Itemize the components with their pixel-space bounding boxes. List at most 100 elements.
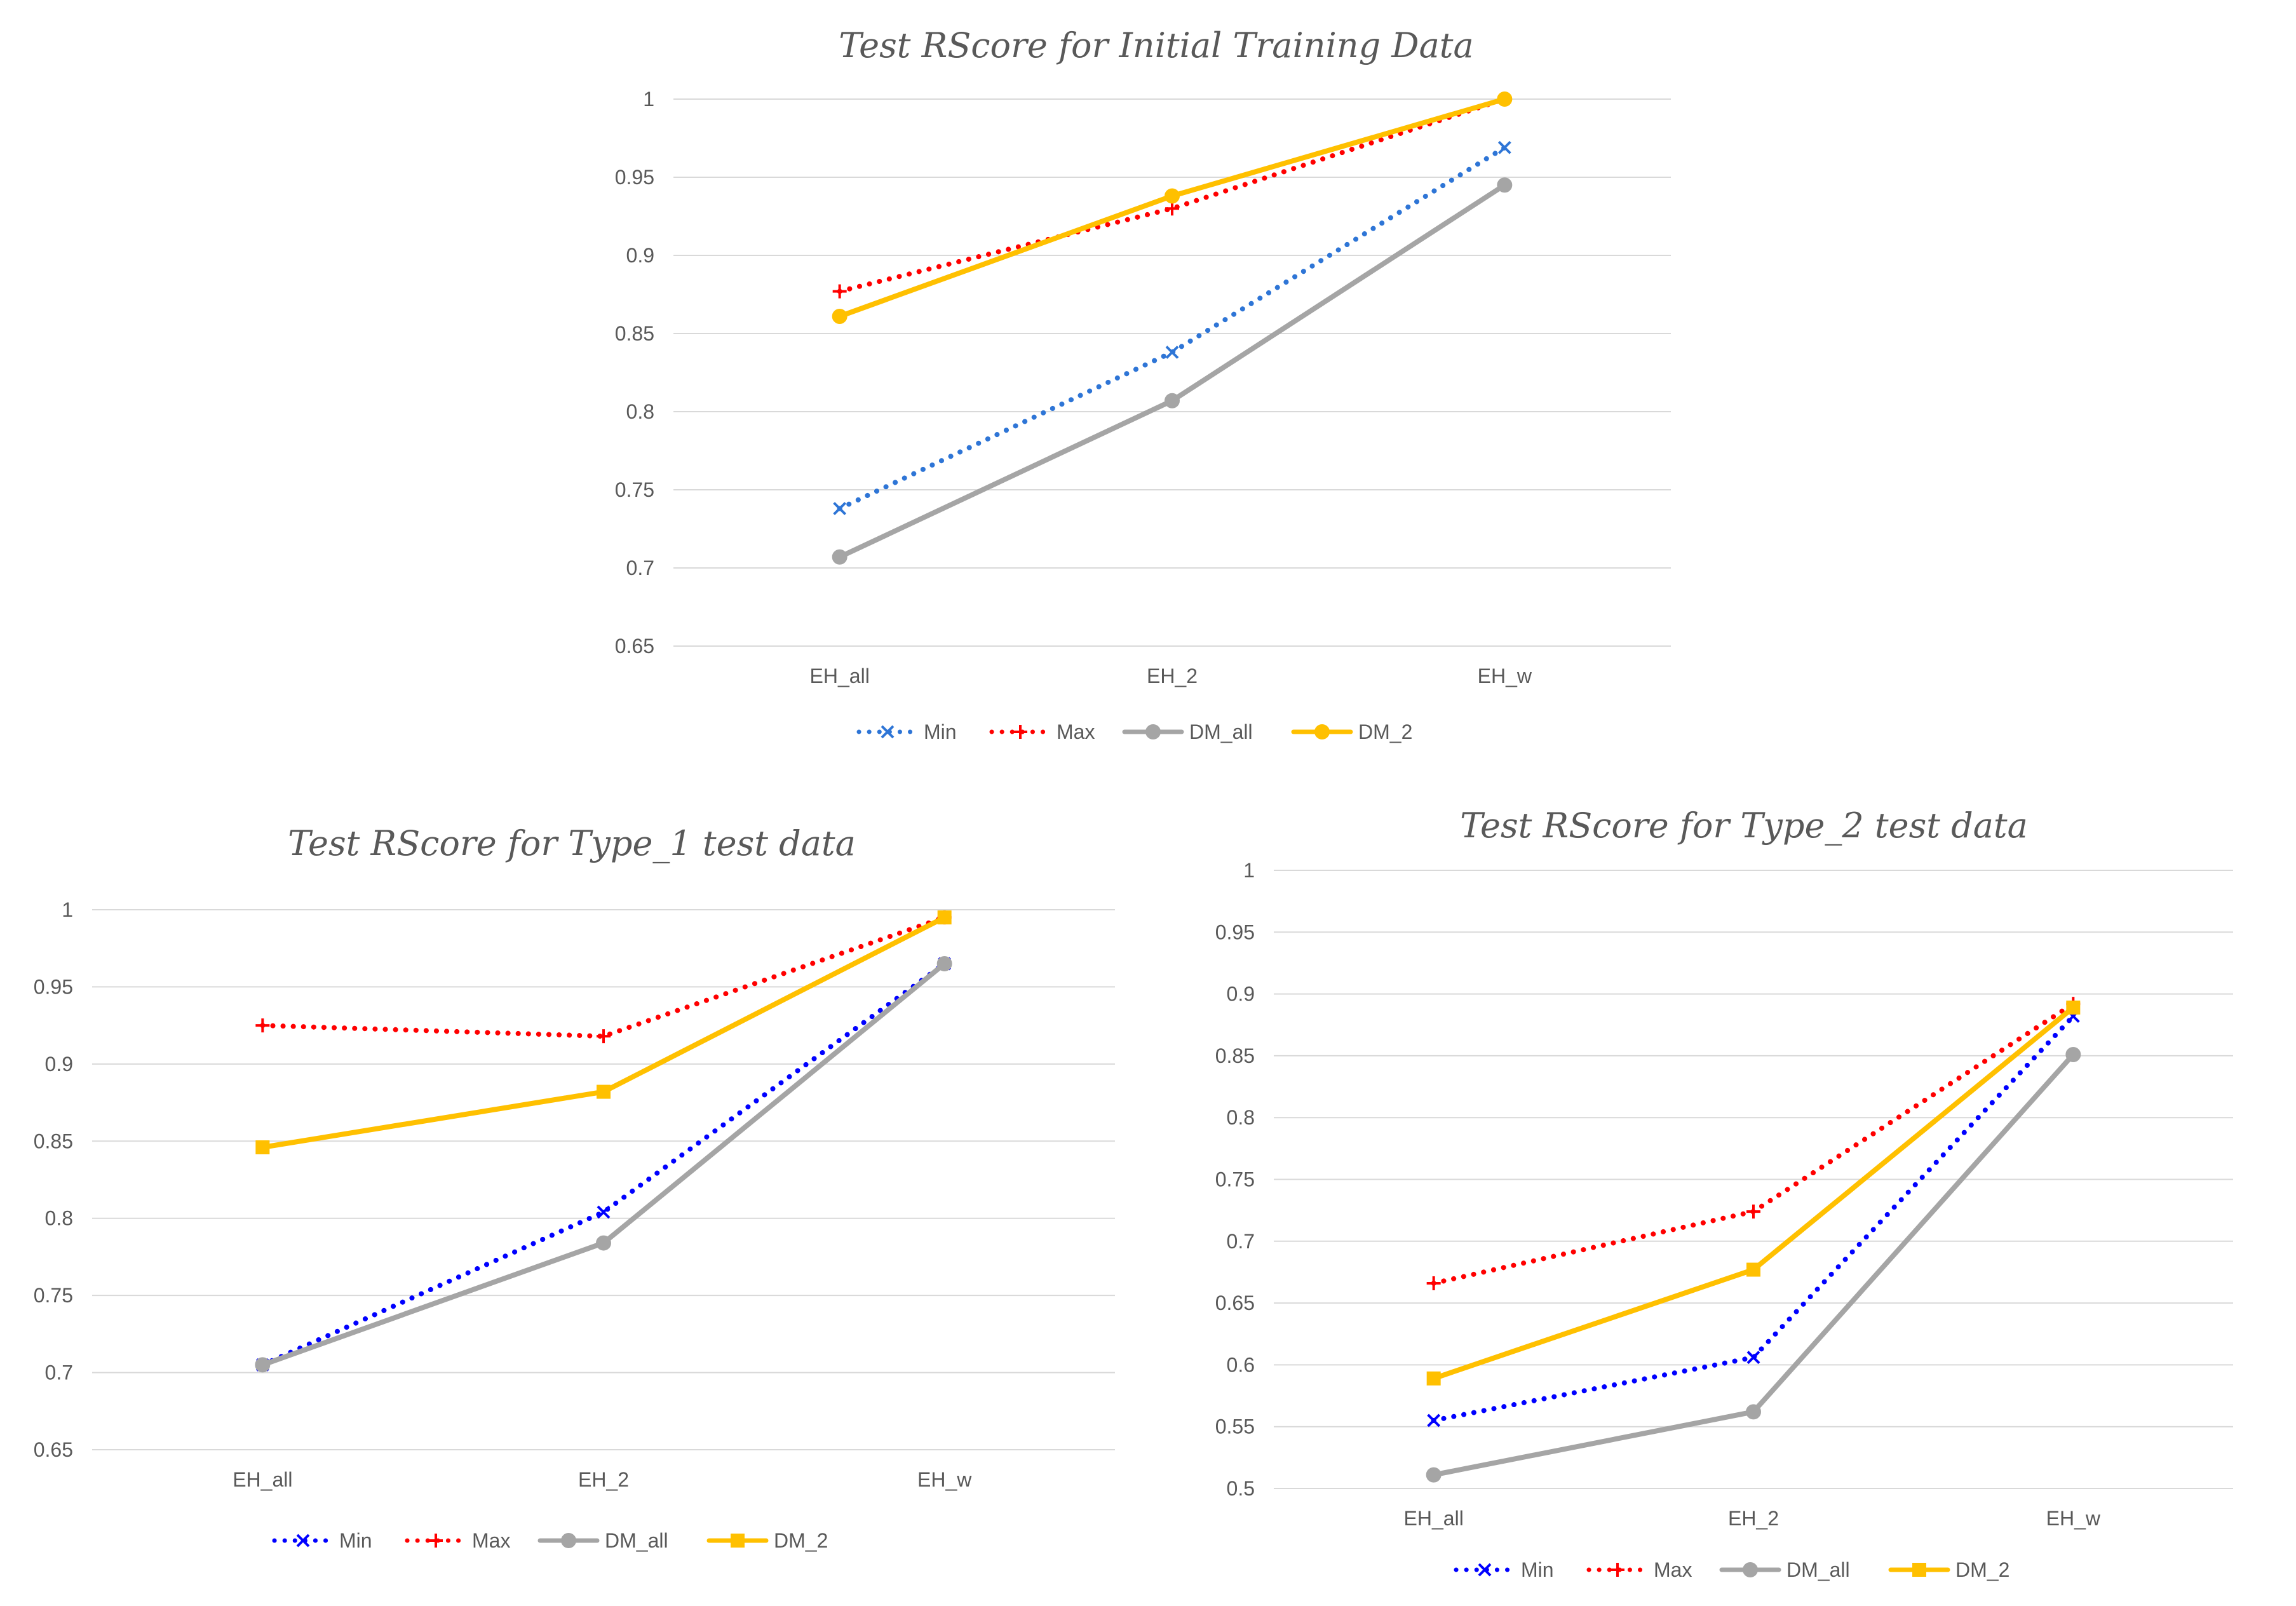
series-max [1426, 997, 2081, 1290]
y-tick-label: 0.7 [45, 1361, 73, 1384]
y-tick-label: 0.85 [1215, 1044, 1255, 1067]
data-point [936, 956, 952, 971]
legend-marker [561, 1533, 576, 1548]
data-point [937, 910, 952, 925]
legend-marker [1013, 725, 1027, 739]
legend-marker [1145, 724, 1161, 739]
legend-label: Max [1057, 720, 1095, 743]
data-point [1746, 1204, 1760, 1219]
data-point [596, 1235, 611, 1251]
legend: Min Max DM_all DM_2 [272, 1529, 828, 1552]
x-tick-label: EH_all [1404, 1507, 1464, 1530]
data-point [1746, 1351, 1760, 1365]
series-min [255, 957, 952, 1372]
y-tick-label: 0.6 [1227, 1353, 1255, 1376]
series-line [260, 961, 947, 1368]
data-point [1426, 1276, 1441, 1290]
y-tick-label: 0.5 [1227, 1477, 1255, 1500]
y-tick-label: 0.95 [615, 166, 654, 189]
data-point [832, 549, 847, 565]
data-point [1497, 177, 1513, 193]
series-line [837, 97, 1508, 294]
x-tick-label: EH_w [2046, 1507, 2101, 1530]
x-tick-label: EH_2 [1147, 665, 1198, 687]
y-tick-label: 0.65 [1215, 1292, 1255, 1314]
y-tick-label: 0.85 [34, 1130, 73, 1152]
series-min [833, 140, 1511, 515]
chart-3: Test RScore for Type_2 test data 0.5 0.55 0… [1215, 806, 2233, 1581]
legend-item-min: Min [856, 720, 957, 743]
legend-label: DM_2 [1358, 720, 1412, 743]
legend-marker [1743, 1562, 1758, 1577]
series-dm-all [832, 177, 1513, 565]
legend-label: Min [924, 720, 957, 743]
chart-title: Test RScore for Initial Training Data [839, 25, 1473, 65]
legend-label: Max [472, 1529, 510, 1552]
y-tick-label: 0.7 [1227, 1230, 1255, 1253]
legend-marker [1478, 1563, 1492, 1577]
y-tick-label: 0.8 [626, 400, 654, 423]
data-point [1497, 91, 1513, 107]
y-tick-label: 0.75 [34, 1284, 73, 1307]
data-point [1427, 1414, 1441, 1427]
legend-item-dm-2: DM_2 [706, 1529, 828, 1552]
data-point [255, 1018, 270, 1033]
legend-marker [296, 1534, 310, 1548]
y-tick-label: 0.65 [615, 635, 654, 658]
legend-marker [731, 1534, 745, 1548]
data-point [1165, 188, 1180, 204]
legend-item-max: Max [1586, 1558, 1692, 1581]
data-point [1165, 346, 1179, 359]
chart-title: Test RScore for Type_1 test data [288, 823, 856, 863]
y-tick-label: 0.75 [615, 478, 654, 501]
legend-marker [1611, 1563, 1624, 1577]
legend-label: DM_2 [774, 1529, 828, 1552]
x-tick-label: EH_w [917, 1468, 972, 1491]
legend-marker [429, 1534, 443, 1548]
y-tick-label: 0.55 [1215, 1415, 1255, 1438]
legend-label: Max [1654, 1558, 1692, 1581]
legend-marker [1912, 1563, 1926, 1577]
series-line [1431, 1005, 2076, 1381]
x-tick-label: EH_all [233, 1468, 292, 1491]
data-point [1746, 1262, 1760, 1277]
y-tick-label: 0.8 [1227, 1106, 1255, 1129]
y-tick-label: 0.75 [1215, 1168, 1255, 1191]
y-tick-label: 0.65 [34, 1438, 73, 1461]
legend: Min Max DM_all DM_2 [1454, 1558, 2009, 1581]
legend-item-max: Max [405, 1529, 510, 1552]
legend-label: DM_2 [1955, 1558, 2009, 1581]
series-max [255, 910, 952, 1044]
data-point [1426, 1371, 1441, 1386]
y-tick-label: 0.95 [1215, 921, 1255, 943]
series-dm-2 [832, 91, 1513, 324]
y-tick-label: 0.7 [626, 557, 654, 579]
legend-item-dm-all: DM_all [537, 1529, 668, 1552]
legend-marker [881, 725, 895, 739]
y-tick-label: 1 [1243, 859, 1255, 882]
y-tick-label: 0.85 [615, 322, 654, 345]
chart-2: Test RScore for Type_1 test data 0.65 0.7 0… [34, 823, 1115, 1552]
data-point [1165, 201, 1179, 216]
series-dm-all [1426, 1046, 2081, 1483]
legend-item-dm-2: DM_2 [1291, 720, 1412, 743]
legend-label: DM_all [1786, 1558, 1850, 1581]
data-point [2065, 1046, 2081, 1062]
legend-label: DM_all [605, 1529, 668, 1552]
data-point [1746, 1404, 1761, 1420]
series-line [837, 182, 1508, 560]
legend-item-dm-2: DM_2 [1888, 1558, 2009, 1581]
data-point [255, 1357, 271, 1373]
y-tick-label: 1 [62, 898, 73, 921]
series-dm-2 [1426, 1001, 2081, 1386]
data-point [833, 502, 847, 515]
data-point [1497, 140, 1511, 154]
series-line [260, 961, 947, 1368]
data-point [832, 284, 847, 299]
data-point [1165, 393, 1180, 408]
x-tick-label: EH_2 [578, 1468, 629, 1491]
legend-item-min: Min [272, 1529, 372, 1552]
legend-item-dm-all: DM_all [1122, 720, 1253, 743]
data-point [597, 1205, 611, 1219]
